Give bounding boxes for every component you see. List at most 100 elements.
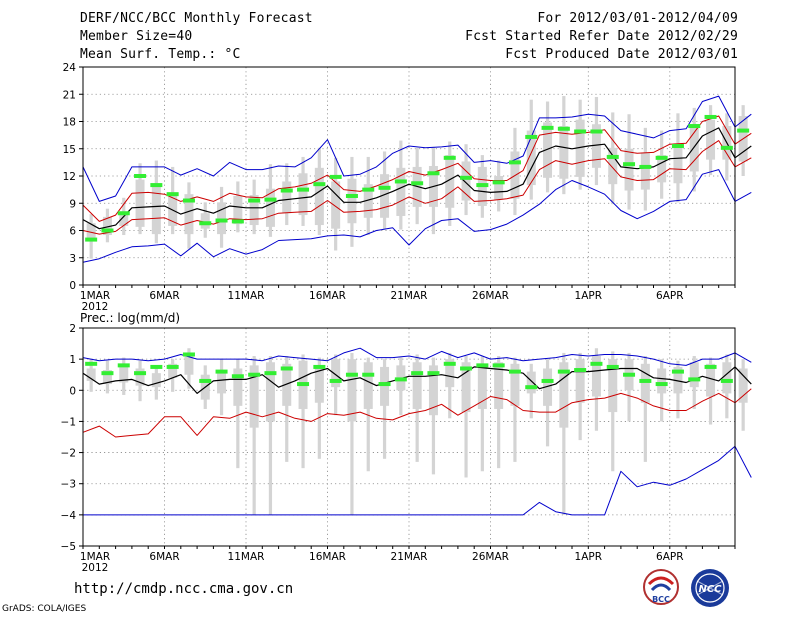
y-tick-label: 0 <box>69 280 76 292</box>
min-line <box>82 169 752 263</box>
climatology-marker <box>411 181 424 186</box>
climatology-marker <box>85 361 98 366</box>
box-body <box>119 365 129 383</box>
box-body <box>608 359 618 413</box>
climatology-marker <box>345 372 358 377</box>
box-body <box>119 213 129 226</box>
lower-spread-line <box>82 388 752 438</box>
box-whisker <box>268 356 273 515</box>
x-tick-label: 6MAR <box>149 551 179 563</box>
box-whisker <box>382 359 387 459</box>
box-body <box>314 167 324 226</box>
x-tick-label: 1APR <box>575 551 603 563</box>
climatology-marker <box>508 369 521 374</box>
box-body <box>510 363 520 406</box>
box-body <box>689 125 699 172</box>
y-tick-label: 18 <box>63 117 76 129</box>
precip-axis-label: Prec.: log(mm/d) <box>80 311 180 325</box>
source-url[interactable]: http://cmdp.ncc.cma.gov.cn <box>74 581 294 597</box>
climatology-marker <box>688 124 701 129</box>
y-tick-label: −5 <box>61 541 76 553</box>
climatology-marker <box>427 171 440 176</box>
box-body <box>380 366 390 406</box>
climatology-marker <box>541 378 554 383</box>
box-body <box>249 195 259 226</box>
box-body <box>347 359 357 422</box>
box-body <box>168 363 178 378</box>
box-whisker <box>350 352 354 515</box>
upper-spread-line <box>82 115 752 222</box>
climatology-marker <box>101 228 114 233</box>
climatology-marker <box>460 175 473 180</box>
climatology-marker <box>427 371 440 376</box>
box-body <box>640 363 650 403</box>
climatology-marker <box>117 363 130 368</box>
box-body <box>738 368 748 403</box>
climatology-marker <box>639 378 652 383</box>
variable-label: Mean Surf. Temp.: °C <box>80 47 241 62</box>
box-body <box>314 365 324 403</box>
box-body <box>657 155 667 183</box>
bcc-logo: BCC <box>643 569 679 605</box>
y-tick-label: 2 <box>69 323 76 335</box>
box-body <box>526 371 536 394</box>
box-body <box>184 194 194 235</box>
box-body <box>640 152 650 190</box>
climatology-marker <box>297 382 310 387</box>
climatology-marker <box>720 378 733 383</box>
box-body <box>151 373 161 388</box>
x-tick-label: 1MAR <box>80 290 110 302</box>
box-body <box>608 147 618 185</box>
forecast-period: For 2012/03/01-2012/04/09 <box>537 11 738 26</box>
x-tick-label: 21MAR <box>391 290 428 302</box>
box-body <box>347 178 357 224</box>
box-whisker <box>480 356 484 472</box>
box-body <box>624 148 634 191</box>
climatology-marker <box>345 193 358 198</box>
climatology-marker <box>492 180 505 185</box>
box-whisker <box>252 356 256 515</box>
climatology-marker <box>688 377 701 382</box>
box-whisker <box>513 357 517 462</box>
min-line <box>83 445 752 516</box>
box-body <box>412 362 422 409</box>
chart-title: DERF/NCC/BCC Monthly Forecast <box>80 11 313 26</box>
box-body <box>363 184 373 218</box>
box-body <box>494 362 504 409</box>
agency-logos: BCC NCC <box>643 569 729 607</box>
climatology-marker <box>85 237 98 242</box>
climatology-marker <box>639 164 652 169</box>
box-body <box>657 368 667 394</box>
box-body <box>298 173 308 216</box>
box-body <box>591 124 601 168</box>
climatology-marker <box>134 371 147 376</box>
x-tick-label: 6APR <box>656 290 684 302</box>
climatology-marker <box>476 183 489 188</box>
climatology-marker <box>737 128 750 133</box>
box-whisker <box>643 356 647 462</box>
box-body <box>477 363 487 409</box>
climatology-marker <box>443 361 456 366</box>
x-tick-label: 6APR <box>656 551 684 563</box>
box-whisker <box>317 357 321 459</box>
climatology-marker <box>443 155 456 160</box>
box-body <box>706 363 716 397</box>
climatology-marker <box>394 377 407 382</box>
y-tick-label: 6 <box>69 226 76 238</box>
box-body <box>135 368 145 386</box>
climatology-marker <box>215 369 228 374</box>
box-body <box>673 143 683 184</box>
climatology-marker <box>297 187 310 192</box>
climatology-marker <box>378 382 391 387</box>
climatology-marker <box>606 364 619 369</box>
climatology-marker <box>264 197 277 202</box>
climatology-marker <box>411 371 424 376</box>
box-body <box>135 179 145 227</box>
x-tick-sublabel: 2012 <box>82 562 109 574</box>
climatology-marker <box>476 363 489 368</box>
climatology-marker <box>329 174 342 179</box>
x-tick-label: 26MAR <box>472 551 509 563</box>
